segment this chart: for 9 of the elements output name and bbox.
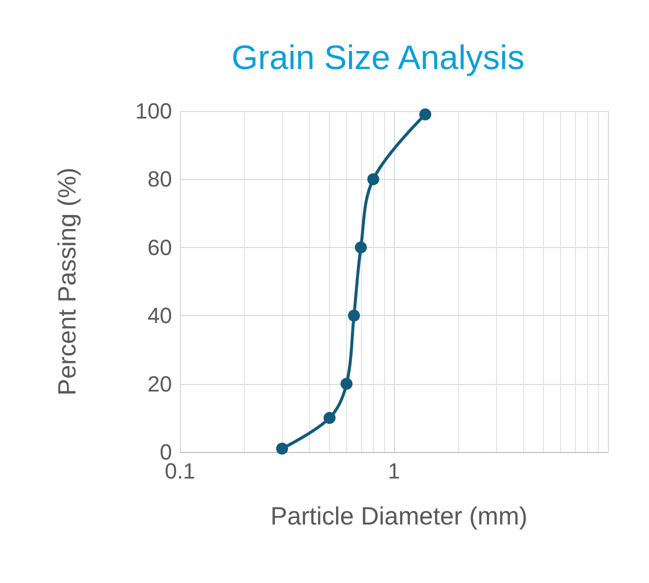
y-tick-label: 60: [148, 234, 172, 260]
y-axis-title: Percent Passing (%): [54, 168, 82, 396]
y-tick-label: 20: [148, 371, 172, 396]
y-tick-label: 40: [148, 303, 172, 328]
x-tick-label: 1: [388, 458, 400, 484]
y-tick-label: 80: [148, 166, 172, 192]
y-tick-label: 100: [135, 98, 172, 124]
x-axis-title: Particle Diameter (mm): [270, 502, 528, 530]
chart-title: Grain Size Analysis: [232, 39, 524, 77]
